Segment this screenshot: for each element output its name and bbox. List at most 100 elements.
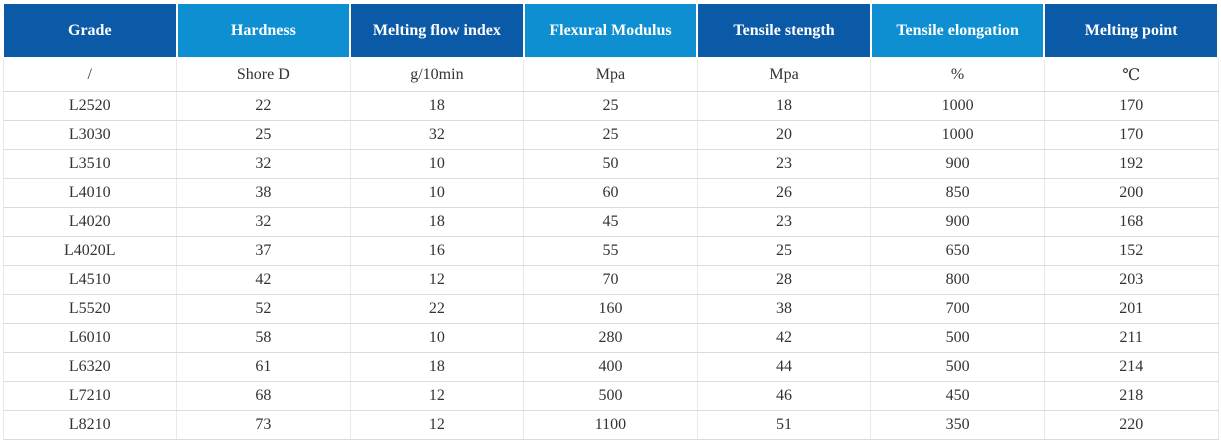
value-cell: 38 [696,294,872,324]
value-cell: 18 [349,207,525,237]
table-row: L3510 32 10 50 23 900 192 [2,149,1219,179]
value-cell: 211 [1043,323,1219,353]
grade-cell: L6320 [2,352,178,382]
value-cell: 18 [349,352,525,382]
value-cell: 25 [523,91,698,121]
value-cell: 500 [870,352,1045,382]
value-cell: 32 [349,120,525,150]
value-cell: 700 [870,294,1045,324]
unit-cell-tensile-strength: Mpa [696,57,872,92]
value-cell: 10 [349,178,525,208]
table-row: L4020L 37 16 55 25 650 152 [2,236,1219,266]
units-row: / Shore D g/10min Mpa Mpa % ℃ [2,57,1219,92]
value-cell: 900 [870,207,1045,237]
value-cell: 900 [870,149,1045,179]
value-cell: 42 [176,265,351,295]
value-cell: 25 [696,236,872,266]
column-header-melting-flow-index: Melting flow index [349,2,525,59]
grade-cell: L4510 [2,265,178,295]
value-cell: 46 [696,381,872,411]
table-row: L2520 22 18 25 18 1000 170 [2,91,1219,121]
value-cell: 23 [696,149,872,179]
value-cell: 42 [696,323,872,353]
value-cell: 37 [176,236,351,266]
value-cell: 500 [870,323,1045,353]
table-row: L6320 61 18 400 44 500 214 [2,352,1219,382]
value-cell: 22 [176,91,351,121]
table-row: L4020 32 18 45 23 900 168 [2,207,1219,237]
grade-cell: L7210 [2,381,178,411]
table-body: L2520 22 18 25 18 1000 170 L3030 25 32 25 20 1000 170… [2,91,1219,440]
value-cell: 23 [696,207,872,237]
value-cell: 1100 [523,410,698,440]
value-cell: 26 [696,178,872,208]
column-header-flexural-modulus: Flexural Modulus [522,2,699,59]
grade-cell: L8210 [2,410,178,440]
value-cell: 12 [349,381,525,411]
value-cell: 500 [523,381,698,411]
value-cell: 1000 [870,120,1045,150]
value-cell: 12 [349,265,525,295]
grade-cell: L4010 [2,178,178,208]
value-cell: 52 [176,294,351,324]
value-cell: 18 [349,91,525,121]
unit-cell-melting-flow-index: g/10min [349,57,525,92]
table-row: L4510 42 12 70 28 800 203 [2,265,1219,295]
value-cell: 20 [696,120,872,150]
value-cell: 44 [696,352,872,382]
value-cell: 73 [176,410,351,440]
unit-cell-hardness: Shore D [176,57,351,92]
value-cell: 850 [870,178,1045,208]
table-row: L6010 58 10 280 42 500 211 [2,323,1219,353]
value-cell: 1000 [870,91,1045,121]
value-cell: 201 [1043,294,1219,324]
table-row: L4010 38 10 60 26 850 200 [2,178,1219,208]
value-cell: 55 [523,236,698,266]
value-cell: 170 [1043,120,1219,150]
table-row: L8210 73 12 1100 51 350 220 [2,410,1219,440]
grade-cell: L3030 [2,120,178,150]
value-cell: 220 [1043,410,1219,440]
grade-cell: L4020 [2,207,178,237]
unit-cell-flexural-modulus: Mpa [523,57,698,92]
value-cell: 70 [523,265,698,295]
value-cell: 25 [176,120,351,150]
value-cell: 51 [696,410,872,440]
value-cell: 22 [349,294,525,324]
value-cell: 32 [176,149,351,179]
column-header-tensile-elongation: Tensile elongation [869,2,1046,59]
value-cell: 16 [349,236,525,266]
value-cell: 350 [870,410,1045,440]
material-spec-table: Grade Hardness Melting flow index Flexur… [2,2,1219,440]
value-cell: 203 [1043,265,1219,295]
value-cell: 10 [349,149,525,179]
grade-cell: L2520 [2,91,178,121]
table-head: Grade Hardness Melting flow index Flexur… [2,2,1219,92]
value-cell: 60 [523,178,698,208]
value-cell: 160 [523,294,698,324]
value-cell: 192 [1043,149,1219,179]
table-row: L7210 68 12 500 46 450 218 [2,381,1219,411]
value-cell: 168 [1043,207,1219,237]
value-cell: 61 [176,352,351,382]
grade-cell: L3510 [2,149,178,179]
column-header-hardness: Hardness [175,2,352,59]
unit-cell-grade: / [2,57,178,92]
value-cell: 200 [1043,178,1219,208]
value-cell: 50 [523,149,698,179]
value-cell: 12 [349,410,525,440]
value-cell: 58 [176,323,351,353]
grade-cell: L4020L [2,236,178,266]
unit-cell-melting-point: ℃ [1043,57,1219,92]
grade-cell: L6010 [2,323,178,353]
column-header-tensile-strength: Tensile stength [696,2,872,59]
value-cell: 68 [176,381,351,411]
grade-cell: L5520 [2,294,178,324]
value-cell: 800 [870,265,1045,295]
value-cell: 218 [1043,381,1219,411]
value-cell: 32 [176,207,351,237]
table-row: L3030 25 32 25 20 1000 170 [2,120,1219,150]
value-cell: 45 [523,207,698,237]
value-cell: 152 [1043,236,1219,266]
value-cell: 280 [523,323,698,353]
